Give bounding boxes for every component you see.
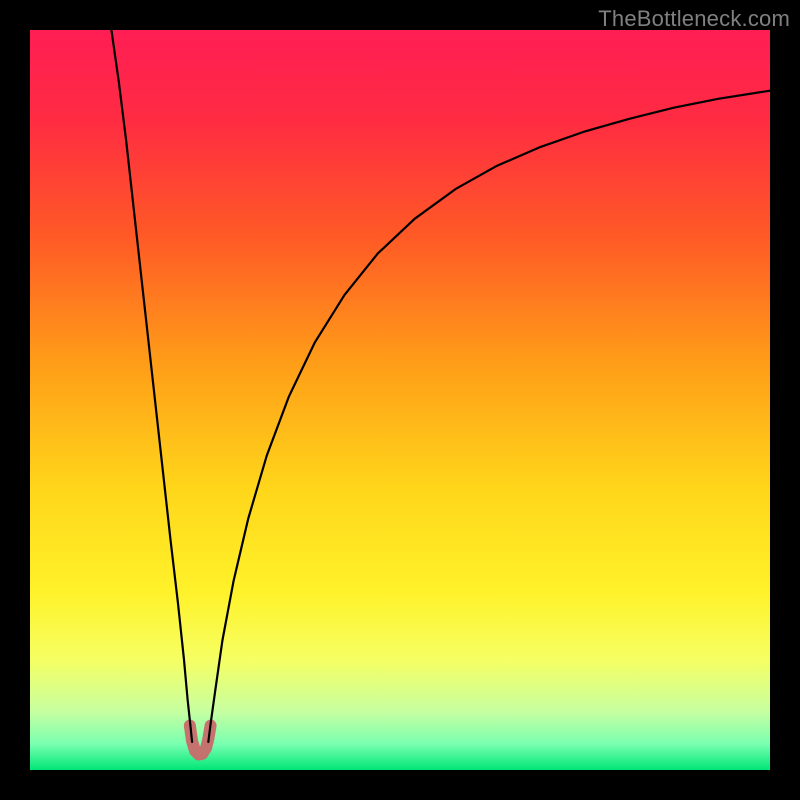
chart-svg — [30, 30, 770, 770]
chart-stage: TheBottleneck.com — [0, 0, 800, 800]
attribution-text: TheBottleneck.com — [598, 6, 790, 32]
gradient-background — [30, 30, 770, 770]
plot-area — [30, 30, 770, 770]
